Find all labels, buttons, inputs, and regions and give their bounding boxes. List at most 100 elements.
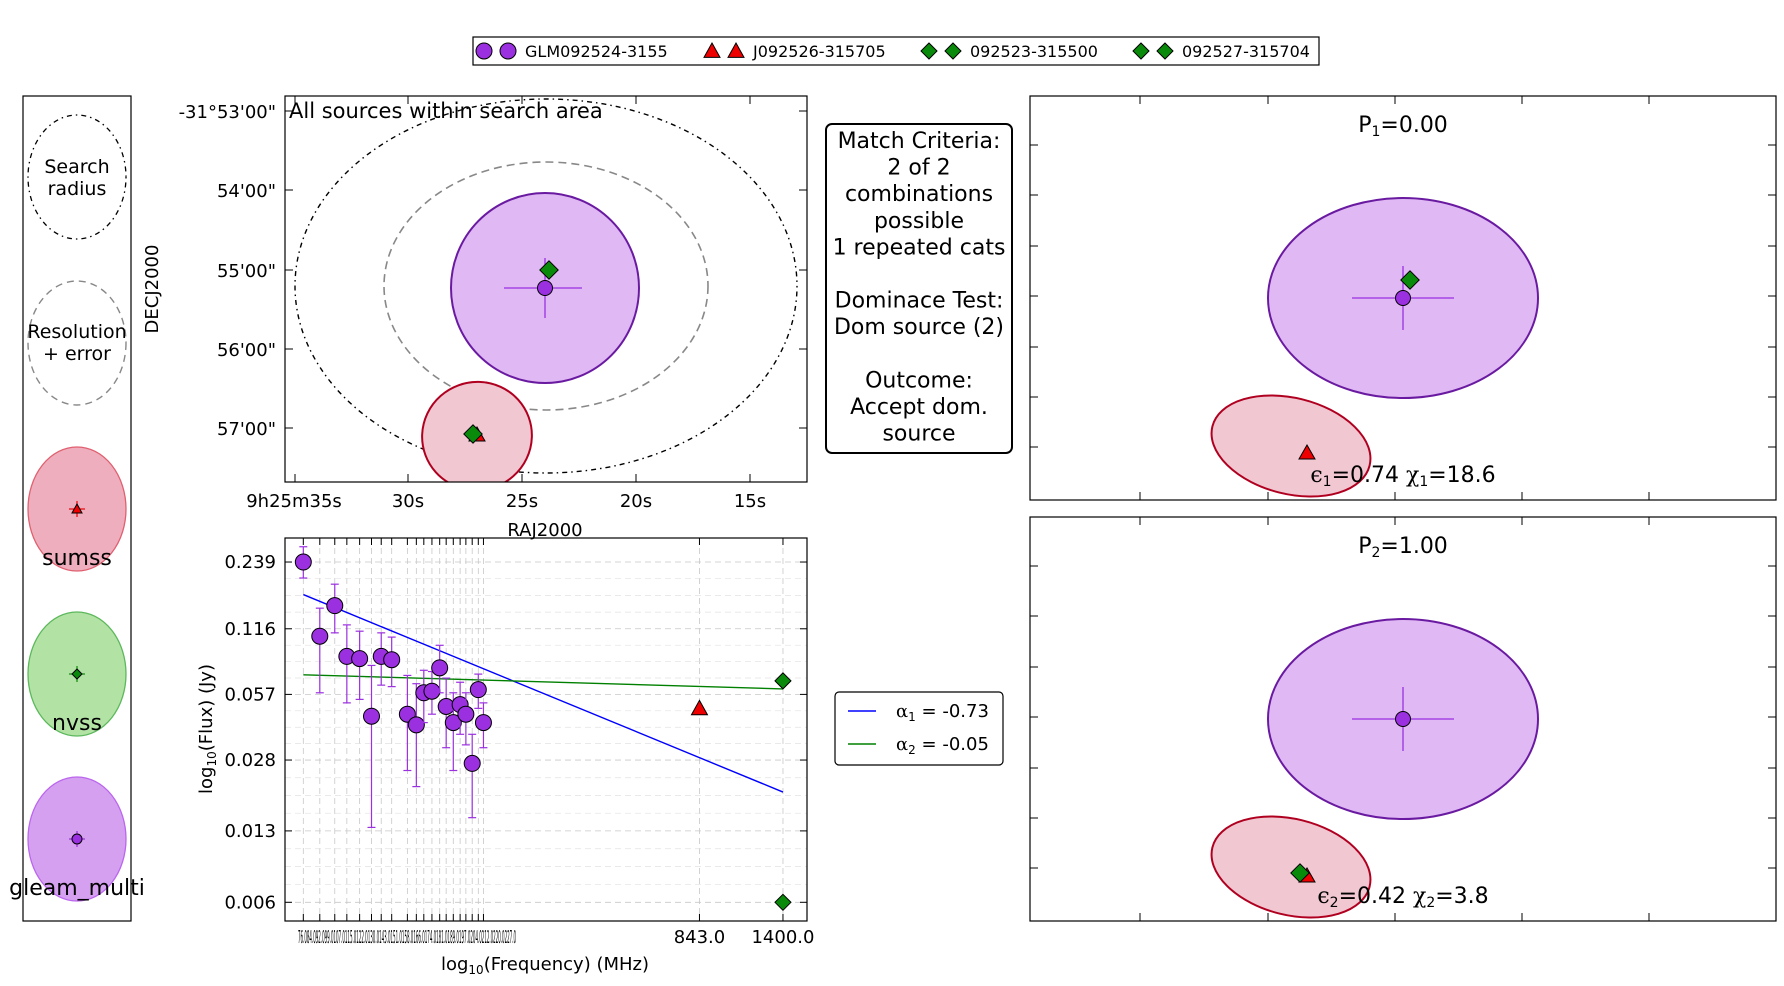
match-criteria-line: Dominace Test: [835, 289, 1004, 314]
gleam-source-marker [1395, 290, 1411, 306]
top-legend-marker [944, 42, 962, 60]
sed-ytick-label: 0.028 [224, 750, 276, 771]
sed-xtick-label: 1400.0 [751, 927, 814, 948]
sed-ytick-label: 0.006 [224, 892, 276, 913]
top-legend-item: GLM092524-3155 [475, 42, 668, 61]
sky-ytick-label: 56'00" [217, 340, 276, 361]
top-legend-marker [920, 42, 938, 60]
sky-ytick-label: 54'00" [217, 181, 276, 202]
sed-data-point [444, 714, 462, 732]
top-legend-item: 092527-315704 [1132, 42, 1310, 61]
key-panel: Search radius Resolution + error sumss nv… [9, 95, 145, 922]
search-radius-label-2: radius [48, 178, 107, 200]
sed-ytick-label: 0.013 [224, 821, 276, 842]
match-criteria-frame [825, 123, 1013, 454]
sed-legend-item: α2 = -0.05 [848, 734, 989, 757]
sed-legend-label: α1 = -0.73 [896, 701, 989, 724]
match-criteria-box: Match Criteria:2 of 2combinationspossibl… [825, 123, 1013, 454]
sed-data-point [431, 659, 449, 677]
sed-data-point [463, 754, 481, 772]
nvss-source-marker [1290, 863, 1310, 883]
top-legend-label: 092527-315704 [1182, 42, 1310, 61]
resolution-error-swatch [27, 280, 127, 406]
top-legend-marker [475, 42, 493, 60]
sky-xtick-label: 9h25m35s [246, 491, 342, 512]
sky-xtick-label: 20s [620, 491, 652, 512]
key-catalogue-label: gleam_multi [9, 876, 145, 901]
sed-data-point [407, 716, 425, 734]
sed-legend-frame [834, 691, 1004, 766]
sky-ytick-label: 55'00" [217, 261, 276, 282]
sed-data-point [294, 553, 312, 571]
sed-legend-label: α2 = -0.05 [896, 734, 989, 757]
sed-data-point [457, 705, 475, 723]
nvss-source-1-marker [539, 260, 559, 280]
top-legend: GLM092524-3155 J092526-315705 092523-31550… [472, 36, 1320, 66]
sumss-ellipse [1210, 394, 1372, 498]
resolution-error-ellipse [383, 161, 709, 411]
sed-data-point [326, 597, 344, 615]
sed-xtick-labels-dense: 76.084.092.099.0107.0115.0122.0130.0143.… [298, 927, 516, 948]
combination-panel-2: P2=1.00 ϵ2=0.42 χ2=3.8 [1029, 516, 1777, 922]
top-legend-item: J092526-315705 [703, 41, 886, 61]
sed-ytick-label: 0.057 [224, 684, 276, 705]
key-catalogue-gleam_multi: gleam_multi [9, 776, 145, 902]
sed-fit-line [303, 674, 783, 690]
sed-data-point [383, 651, 401, 669]
sed-data-point [774, 893, 792, 912]
sed-data-point [311, 627, 329, 645]
sed-plot-frame [284, 537, 808, 922]
sed-data-point [474, 714, 492, 732]
search-radius-ellipse [294, 98, 798, 474]
top-legend-item: 092523-315500 [920, 42, 1098, 61]
sky-xlabel: RAJ2000 [507, 520, 582, 541]
sed-data-point [423, 682, 441, 700]
sed-xlabel: log10(Frequency) (MHz) [441, 954, 649, 977]
combination-panel-2-frame [1029, 516, 1777, 922]
sed-grid [285, 538, 807, 921]
key-catalogue-label: sumss [42, 546, 112, 571]
key-catalogue-marker [71, 502, 83, 514]
top-legend-frame [472, 36, 1320, 66]
sed-fit-line [303, 593, 784, 793]
sed-plot: 0.239 0.116 0.057 0.028 0.013 0.006 76.084.09… [196, 537, 814, 977]
sed-ytick-label: 0.116 [224, 619, 276, 640]
nvss-source-marker [1400, 270, 1420, 290]
match-criteria-line: Dom source (2) [834, 315, 1004, 340]
sky-ytick-label: 57'00" [217, 419, 276, 440]
gleam-source-marker [537, 280, 553, 296]
combination-panel-1-frame [1029, 95, 1777, 501]
sky-plot-title: All sources within search area [289, 99, 603, 123]
sky-ytick-label: -31°53'00" [179, 102, 276, 123]
sky-plot-frame [284, 95, 808, 483]
key-panel-frame [22, 95, 132, 922]
top-legend-marker [499, 42, 517, 60]
key-catalogue-sumss: sumss [27, 446, 127, 572]
key-catalogue-marker [71, 833, 83, 845]
top-legend-label: GLM092524-3155 [525, 42, 668, 61]
match-criteria-line: 1 repeated cats [833, 235, 1006, 260]
match-criteria-line: Match Criteria: [838, 129, 1001, 154]
key-catalogue-marker [71, 668, 83, 680]
sky-xtick-label: 25s [506, 491, 538, 512]
sed-data-point [351, 650, 369, 668]
match-criteria-line: possible [874, 209, 964, 234]
sed-legend: α1 = -0.73 α2 = -0.05 [834, 691, 1004, 766]
combination-panel-2-ticks [1030, 517, 1776, 921]
sed-data-point [774, 672, 792, 690]
combination-2-probability: P2=1.00 [1358, 534, 1448, 561]
combination-panel-1-ticks [1030, 96, 1776, 500]
sed-data-point [690, 699, 709, 716]
sky-xtick-label: 30s [392, 491, 424, 512]
sed-legend-item: α1 = -0.73 [848, 701, 989, 724]
search-radius-label-1: Search [44, 156, 109, 178]
combination-1-probability: P1=0.00 [1358, 113, 1448, 140]
match-criteria-line: Outcome: [865, 368, 973, 393]
combination-2-stats: ϵ2=0.42 χ2=3.8 [1317, 884, 1488, 911]
match-criteria-line: combinations [845, 182, 993, 207]
combination-1-stats: ϵ1=0.74 χ1=18.6 [1310, 463, 1495, 490]
sed-data-point [469, 681, 487, 699]
resolution-error-label-2: + error [43, 343, 111, 365]
sed-data-point [437, 697, 455, 715]
